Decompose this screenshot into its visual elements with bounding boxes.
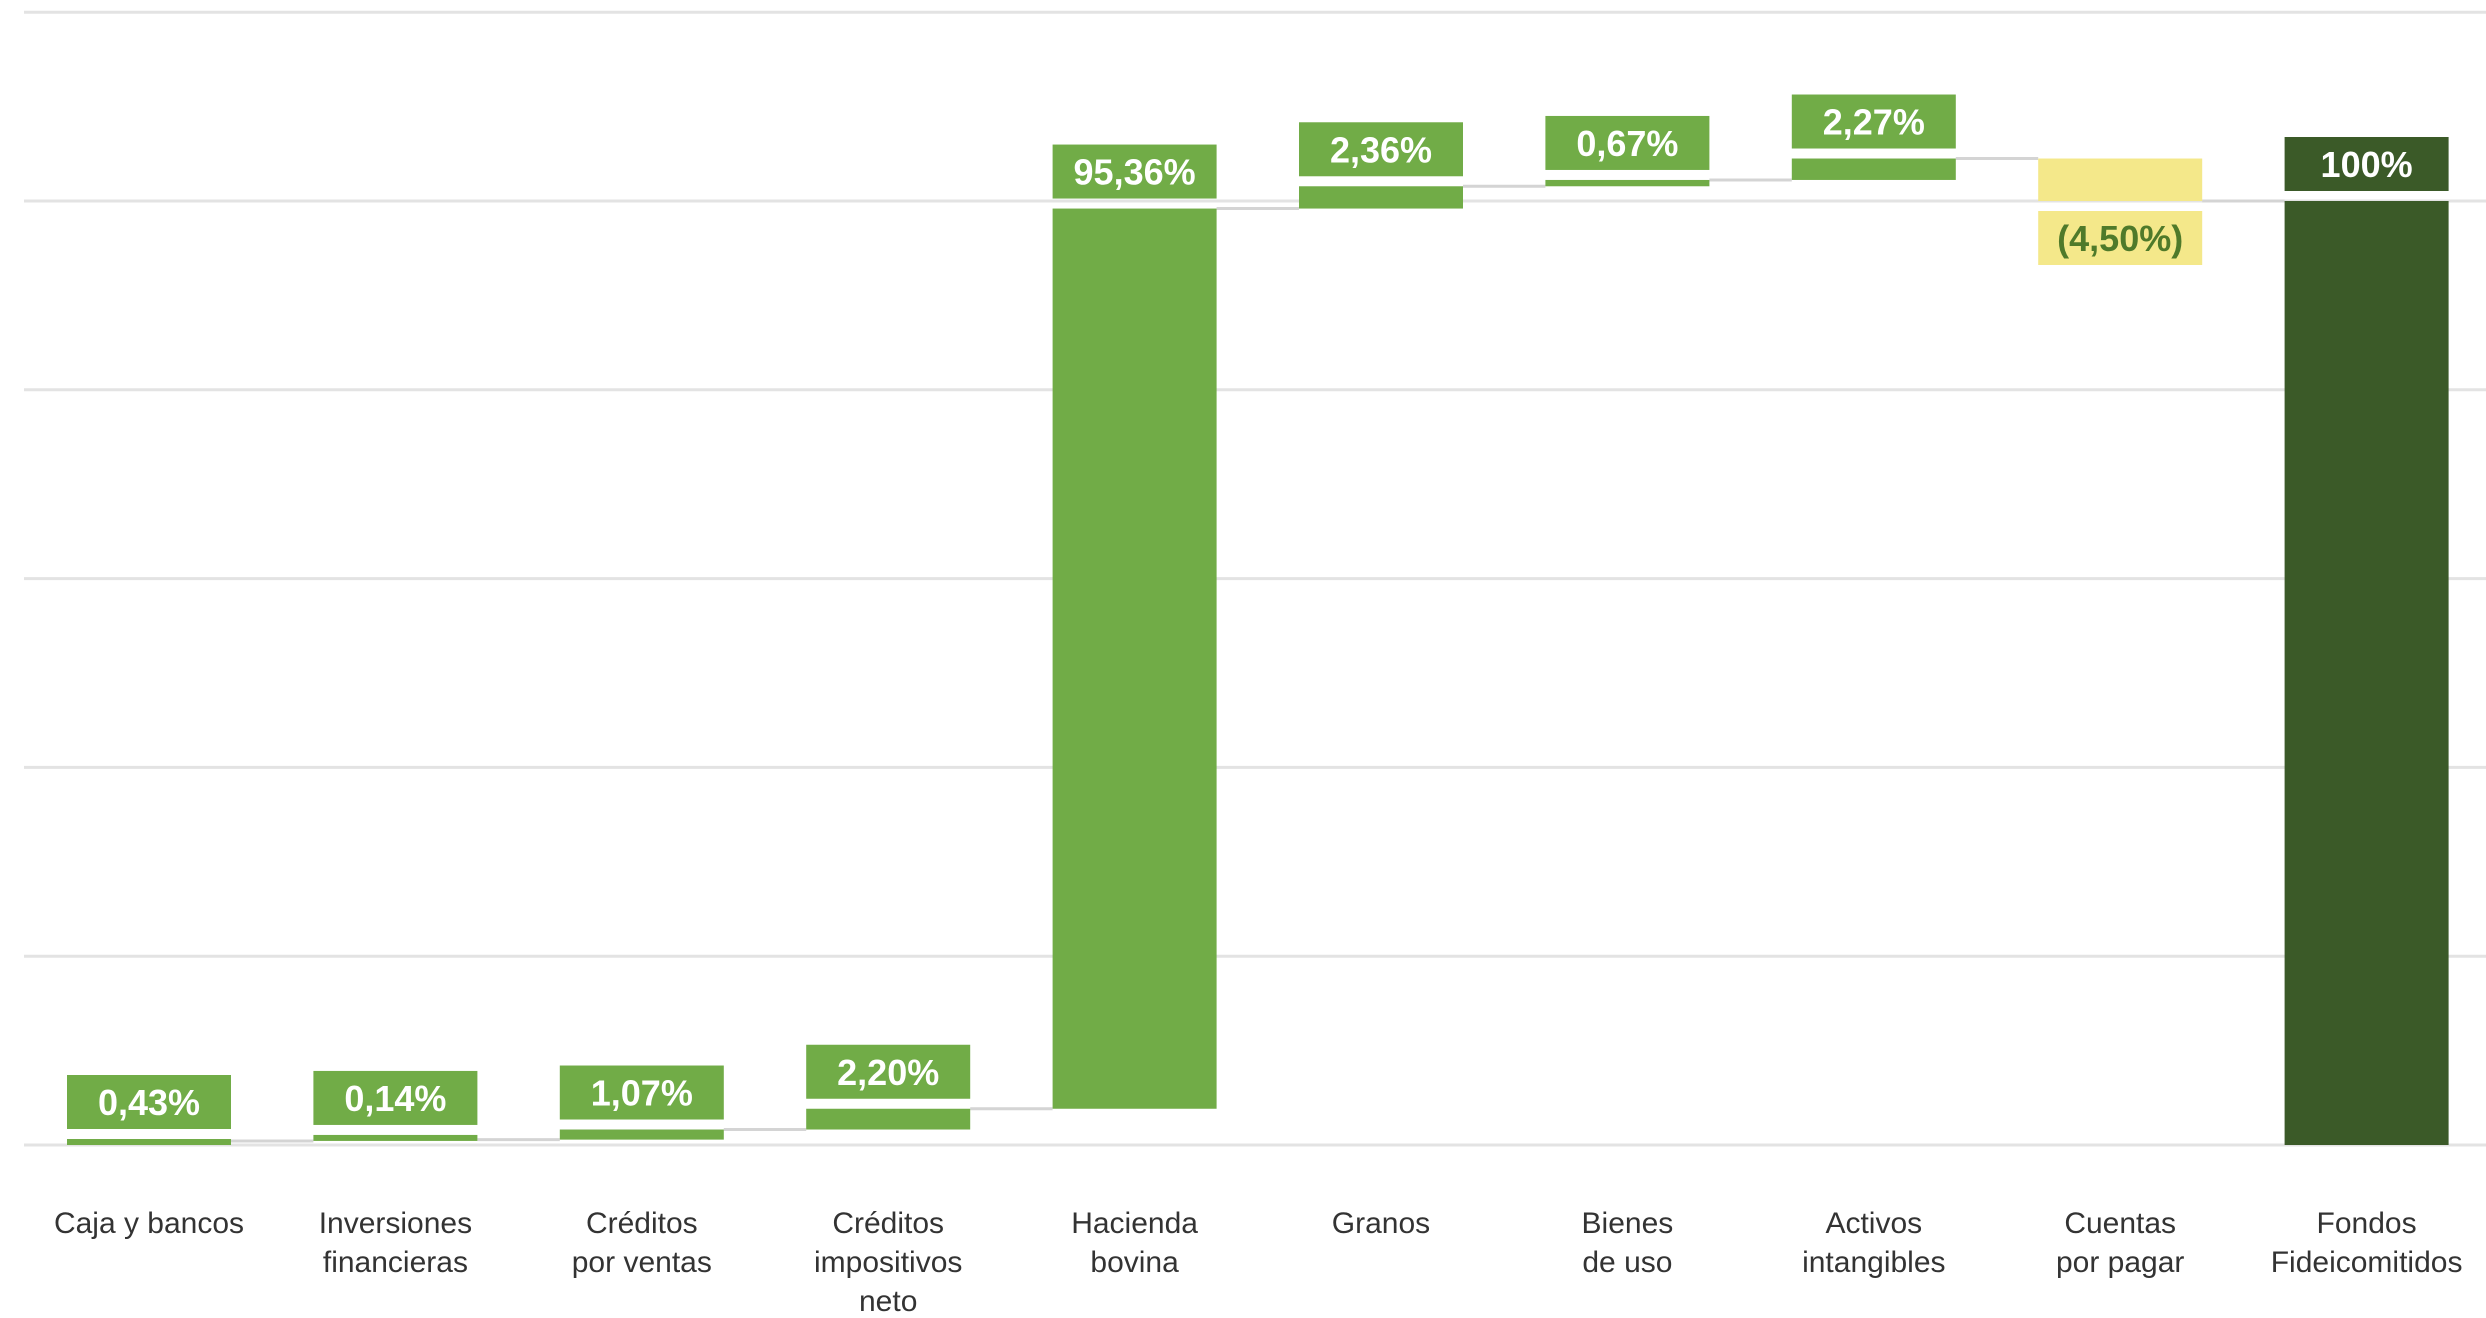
- bar: [1299, 186, 1463, 209]
- category-label-line: Fideicomitidos: [2271, 1246, 2463, 1279]
- value-label: 2,20%: [837, 1052, 939, 1093]
- value-label: 0,43%: [98, 1082, 200, 1123]
- category-label-line: impositivos: [814, 1246, 962, 1279]
- value-label-box: [806, 1044, 971, 1099]
- value-label: 100%: [2321, 144, 2413, 185]
- value-label: 2,27%: [1823, 102, 1925, 143]
- category-labels: Caja y bancos Inversiones financieras Crédi…: [54, 1207, 2463, 1318]
- value-label-box: [313, 1070, 478, 1125]
- value-label-box: [1545, 115, 1710, 170]
- value-label: 2,36%: [1330, 129, 1432, 170]
- bar: [1791, 158, 1956, 180]
- gridlines: [24, 10, 2486, 1147]
- value-label-box: [2038, 211, 2203, 265]
- category-label-line: Hacienda: [1071, 1207, 1198, 1240]
- category-label-line: Activos: [1825, 1207, 1922, 1240]
- bar: [2038, 158, 2203, 201]
- value-labels: 0,43% 0,14% 1,07% 2,20% 95,36% 2,36% 0,67% 2,27…: [67, 94, 2449, 1129]
- category-label-line: por ventas: [572, 1246, 712, 1279]
- category-label-line: Cuentas: [2064, 1207, 2176, 1240]
- category-label-line: de uso: [1582, 1246, 1672, 1279]
- bar: [1052, 208, 1217, 1109]
- category-label: Créditos impositivos neto: [814, 1207, 962, 1318]
- bar: [559, 1129, 724, 1140]
- value-label-box: [67, 1075, 231, 1129]
- value-label: 95,36%: [1074, 152, 1196, 193]
- bar: [67, 1139, 231, 1145]
- category-label: Bienes de uso: [1582, 1207, 1674, 1279]
- value-label-box: [559, 1065, 724, 1120]
- category-label-line: Inversiones: [319, 1207, 472, 1240]
- category-label-line: intangibles: [1802, 1246, 1945, 1279]
- category-label: Fondos Fideicomitidos: [2271, 1207, 2463, 1279]
- category-label: Inversiones financieras: [319, 1207, 472, 1279]
- category-label-line: financieras: [323, 1246, 468, 1279]
- category-label-line: por pagar: [2056, 1246, 2184, 1279]
- category-label-line: Granos: [1332, 1207, 1430, 1240]
- category-label: Activos intangibles: [1802, 1207, 1945, 1279]
- category-label: Hacienda bovina: [1071, 1207, 1198, 1279]
- value-label-box: [1052, 144, 1217, 199]
- bars: [67, 158, 2449, 1145]
- category-label: Caja y bancos: [54, 1207, 244, 1240]
- value-label: 0,14%: [344, 1078, 446, 1119]
- bar: [806, 1108, 971, 1130]
- value-label-box: [2284, 137, 2449, 191]
- value-label: 0,67%: [1576, 123, 1678, 164]
- value-label: (4,50%): [2057, 218, 2183, 259]
- category-label-line: Créditos: [832, 1207, 944, 1240]
- category-label: Granos: [1332, 1207, 1430, 1240]
- bar: [313, 1134, 478, 1141]
- value-label-box: [1791, 94, 1956, 149]
- category-label: Créditos por ventas: [572, 1207, 712, 1279]
- bar: [2284, 201, 2449, 1145]
- bar: [1545, 179, 1710, 187]
- value-label-box: [1299, 122, 1463, 177]
- category-label-line: bovina: [1090, 1246, 1179, 1279]
- category-label-line: Créditos: [586, 1207, 698, 1240]
- category-label-line: neto: [859, 1285, 917, 1318]
- category-label: Cuentas por pagar: [2056, 1207, 2184, 1279]
- category-label-line: Caja y bancos: [54, 1207, 244, 1240]
- value-label: 1,07%: [591, 1073, 693, 1114]
- category-label-line: Fondos: [2317, 1207, 2417, 1240]
- connector-lines: [231, 157, 2285, 1143]
- category-label-line: Bienes: [1582, 1207, 1674, 1240]
